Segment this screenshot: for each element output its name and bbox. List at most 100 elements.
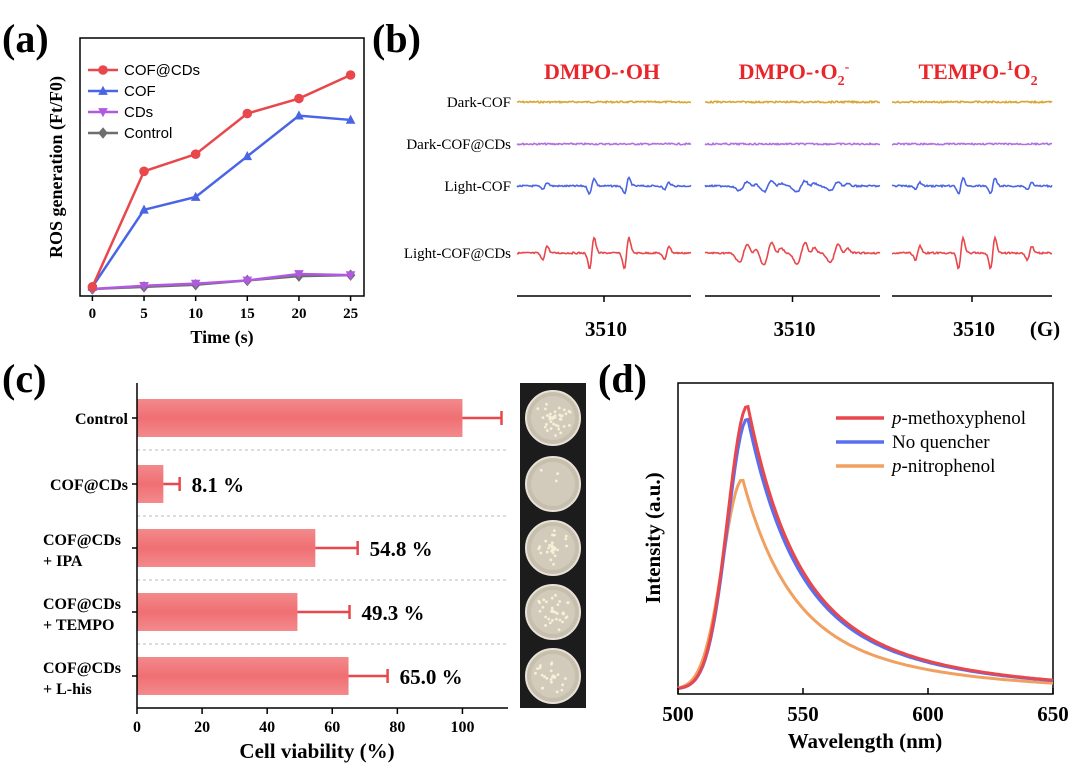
bacteria-colony — [550, 680, 553, 684]
bacteria-colony — [554, 617, 558, 621]
panel-a-series-line — [91, 73, 352, 288]
panel-b-spectrum-trace — [891, 235, 1053, 271]
bacteria-colony — [556, 603, 560, 607]
bacteria-colony — [561, 683, 565, 687]
bacteria-colony — [562, 424, 566, 428]
bacteria-colony — [548, 415, 552, 419]
panel-c-category-label: + TEMPO — [43, 617, 115, 634]
bacteria-colony — [539, 551, 543, 555]
panel-a-xtick-label: 5 — [140, 306, 148, 322]
bacteria-colony — [545, 600, 548, 604]
panel-c-category-label: COF@CDs — [50, 477, 128, 494]
bacteria-colony — [554, 434, 557, 437]
bacteria-colony — [545, 402, 548, 406]
panel-c-bar — [137, 657, 349, 695]
bacteria-colony — [544, 539, 548, 543]
bacteria-colony — [543, 675, 546, 679]
bacteria-colony — [536, 667, 539, 671]
bacteria-colony — [545, 414, 549, 417]
bacteria-colony — [541, 416, 545, 420]
panel-d-xtick-label: 650 — [1037, 702, 1069, 726]
panel-b-spectrum-trace — [704, 179, 881, 194]
bacteria-colony — [550, 609, 554, 612]
bacteria-colony — [538, 609, 542, 613]
bacteria-colony — [543, 425, 547, 429]
bacteria-colony — [549, 427, 553, 430]
panel-d-ylabel: Intensity (a.u.) — [641, 472, 665, 603]
panel-c-category-label: Control — [75, 411, 129, 428]
bacteria-colony — [550, 416, 554, 420]
panel-a-xtick-label: 10 — [188, 306, 203, 322]
bacteria-colony — [539, 468, 543, 472]
panel-a-point — [294, 110, 304, 120]
bacteria-colony — [550, 662, 553, 666]
bacteria-colony — [562, 408, 566, 412]
bacteria-colony — [565, 544, 568, 548]
panel-c-data-label: 8.1 % — [192, 473, 245, 497]
panel-b-column-title: DMPO-·O2- — [739, 59, 850, 89]
panel-b-row-label: Light-COF@CDs — [404, 246, 511, 262]
panel-d-xtick-label: 600 — [912, 702, 944, 726]
panel-d-legend-label: No quencher — [892, 432, 990, 453]
panel-a-series-line — [91, 114, 351, 288]
panel-b-spectrum-trace — [516, 142, 692, 146]
panel-a-legend-label: CDs — [124, 104, 153, 121]
panel-label-d: (d) — [598, 356, 647, 401]
bacteria-colony — [548, 412, 552, 416]
bacteria-colony — [549, 420, 553, 424]
panel-b-xtick-label: 3510 — [774, 317, 816, 341]
panel-b-spectrum-trace — [704, 241, 881, 266]
panel-a-point — [242, 276, 253, 286]
bacteria-colony — [551, 619, 554, 622]
bacteria-colony — [553, 675, 557, 679]
bacteria-colony — [553, 546, 557, 550]
panel-a-legend-label: COF@CDs — [124, 62, 200, 79]
bacteria-colony — [543, 407, 547, 411]
panel-a-point — [139, 281, 149, 292]
bacteria-colony — [558, 618, 562, 622]
panel-a-xtick-label: 25 — [343, 306, 358, 322]
bacteria-colony — [561, 620, 564, 624]
panel-d-xtick-label: 500 — [662, 702, 694, 726]
panel-b-spectrum-trace — [891, 176, 1053, 195]
bacteria-colony — [534, 671, 537, 675]
bacteria-colony — [552, 529, 556, 533]
bacteria-colony — [557, 628, 561, 632]
bacteria-colony — [557, 427, 561, 431]
panel-c-bar — [137, 399, 463, 437]
panel-d-legend-label: p-methoxyphenol — [890, 408, 1026, 429]
panel-c-xtick-label: 0 — [133, 719, 141, 736]
bacteria-colony — [559, 431, 563, 435]
bacteria-colony — [551, 675, 554, 679]
panel-c-xtick-label: 100 — [450, 719, 474, 736]
panel-b-row-label: Light-COF — [444, 179, 511, 195]
panel-label-c: (c) — [2, 356, 46, 401]
bacteria-colony — [558, 600, 562, 603]
bacteria-colony — [554, 479, 558, 483]
panel-a-point — [242, 108, 253, 119]
bacteria-colony — [564, 412, 568, 416]
bacteria-colony — [550, 596, 554, 600]
bacteria-colony — [545, 423, 548, 426]
bacteria-colony — [547, 617, 551, 621]
panel-a-point — [190, 149, 201, 159]
panel-a-frame — [79, 37, 365, 297]
panel-b-row-label: Dark-COF@CDs — [406, 137, 511, 153]
panel-a-legend-label: Control — [124, 125, 172, 142]
panel-a-point — [190, 191, 201, 201]
petri-dish-agar — [531, 462, 575, 506]
bacteria-colony — [544, 624, 548, 627]
bacteria-colony — [556, 673, 560, 677]
panel-b-chart: DMPO-·OH DMPO-·O2- TEMPO-1O2 Dark-COF Dark-… — [404, 59, 1060, 341]
panel-a-point — [345, 70, 356, 80]
bacteria-colony — [544, 615, 548, 619]
bacteria-colony — [563, 677, 567, 680]
panel-c-xtick-label: 60 — [324, 719, 340, 736]
bacteria-colony — [538, 664, 542, 667]
bacteria-colony — [554, 593, 557, 597]
panel-b-spectrum-trace — [891, 99, 1053, 104]
panel-c-bar — [137, 593, 298, 631]
bacteria-colony — [545, 550, 549, 554]
bacteria-colony — [564, 537, 568, 541]
panel-a-point — [87, 282, 98, 292]
